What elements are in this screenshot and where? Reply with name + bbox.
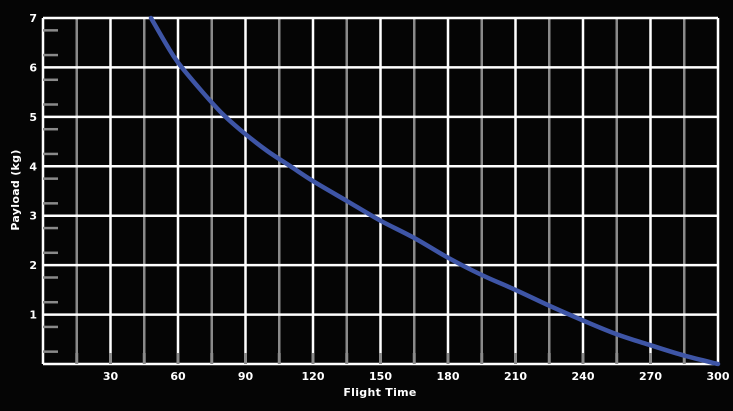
x-tick-labels: 30 60 90 120 150 180 210 240 270 300 [103, 370, 730, 383]
y-tick-label: 5 [29, 111, 37, 124]
y-tick-label: 1 [29, 309, 37, 322]
y-tick-label: 4 [29, 160, 37, 173]
x-tick-label: 240 [572, 370, 595, 383]
series-layer [148, 15, 721, 367]
x-tick-label: 180 [437, 370, 460, 383]
y-tick-label: 7 [29, 12, 37, 25]
major-grid [41, 16, 720, 366]
y-tick-label: 3 [29, 210, 37, 223]
minor-grid [75, 18, 686, 364]
y-tick-label: 2 [29, 259, 37, 272]
minor-tick-marks [43, 29, 686, 364]
x-tick-label: 300 [707, 370, 730, 383]
x-tick-label: 270 [639, 370, 662, 383]
x-tick-label: 30 [103, 370, 119, 383]
x-axis-title: Flight Time [343, 386, 416, 399]
y-tick-labels: 1 2 3 4 5 6 7 [29, 12, 37, 322]
y-tick-label: 6 [29, 61, 37, 74]
x-tick-label: 60 [170, 370, 186, 383]
series-line-0 [148, 15, 721, 367]
y-axis-title: Payload (kg) [9, 149, 22, 230]
x-tick-label: 150 [369, 370, 392, 383]
x-tick-label: 210 [504, 370, 527, 383]
x-tick-label: 120 [302, 370, 325, 383]
x-tick-label: 90 [238, 370, 254, 383]
